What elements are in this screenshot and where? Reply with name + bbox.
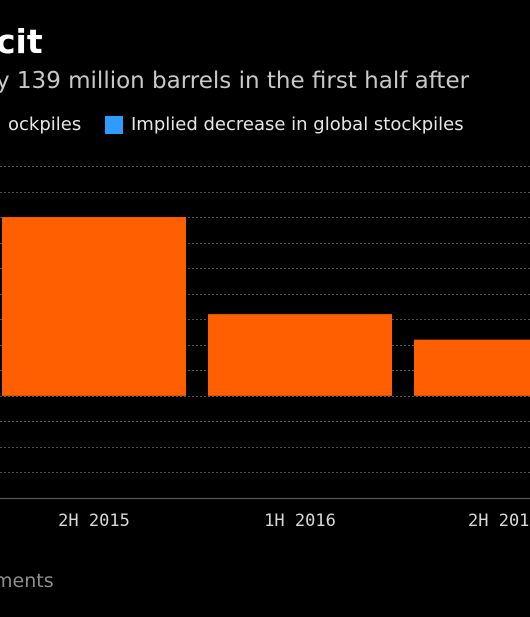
x-tick-label: 1H 2016 bbox=[264, 511, 336, 531]
bars bbox=[2, 217, 530, 396]
chart-subtitle: y 139 million barrels in the first half … bbox=[0, 68, 470, 94]
x-tick-label: 2H 2015 bbox=[58, 511, 130, 531]
bar-2h-2015 bbox=[2, 217, 186, 396]
legend: ockpiles Implied decrease in global stoc… bbox=[0, 112, 530, 140]
legend-label-decrease: Implied decrease in global stockpiles bbox=[131, 114, 464, 135]
source-note: ments bbox=[0, 570, 54, 592]
legend-swatch-decrease bbox=[105, 116, 123, 134]
legend-label-increase: ockpiles bbox=[8, 114, 82, 135]
bar-2h-201 bbox=[414, 339, 530, 396]
chart-title: cit bbox=[0, 22, 43, 61]
x-tick-label: 2H 201 bbox=[468, 511, 529, 531]
legend-item-decrease: Implied decrease in global stockpiles bbox=[105, 112, 464, 138]
x-axis-ticks: 2H 2015 1H 2016 2H 201 bbox=[58, 511, 529, 531]
legend-item-increase: ockpiles bbox=[0, 112, 81, 138]
bar-1h-2016 bbox=[208, 314, 392, 396]
